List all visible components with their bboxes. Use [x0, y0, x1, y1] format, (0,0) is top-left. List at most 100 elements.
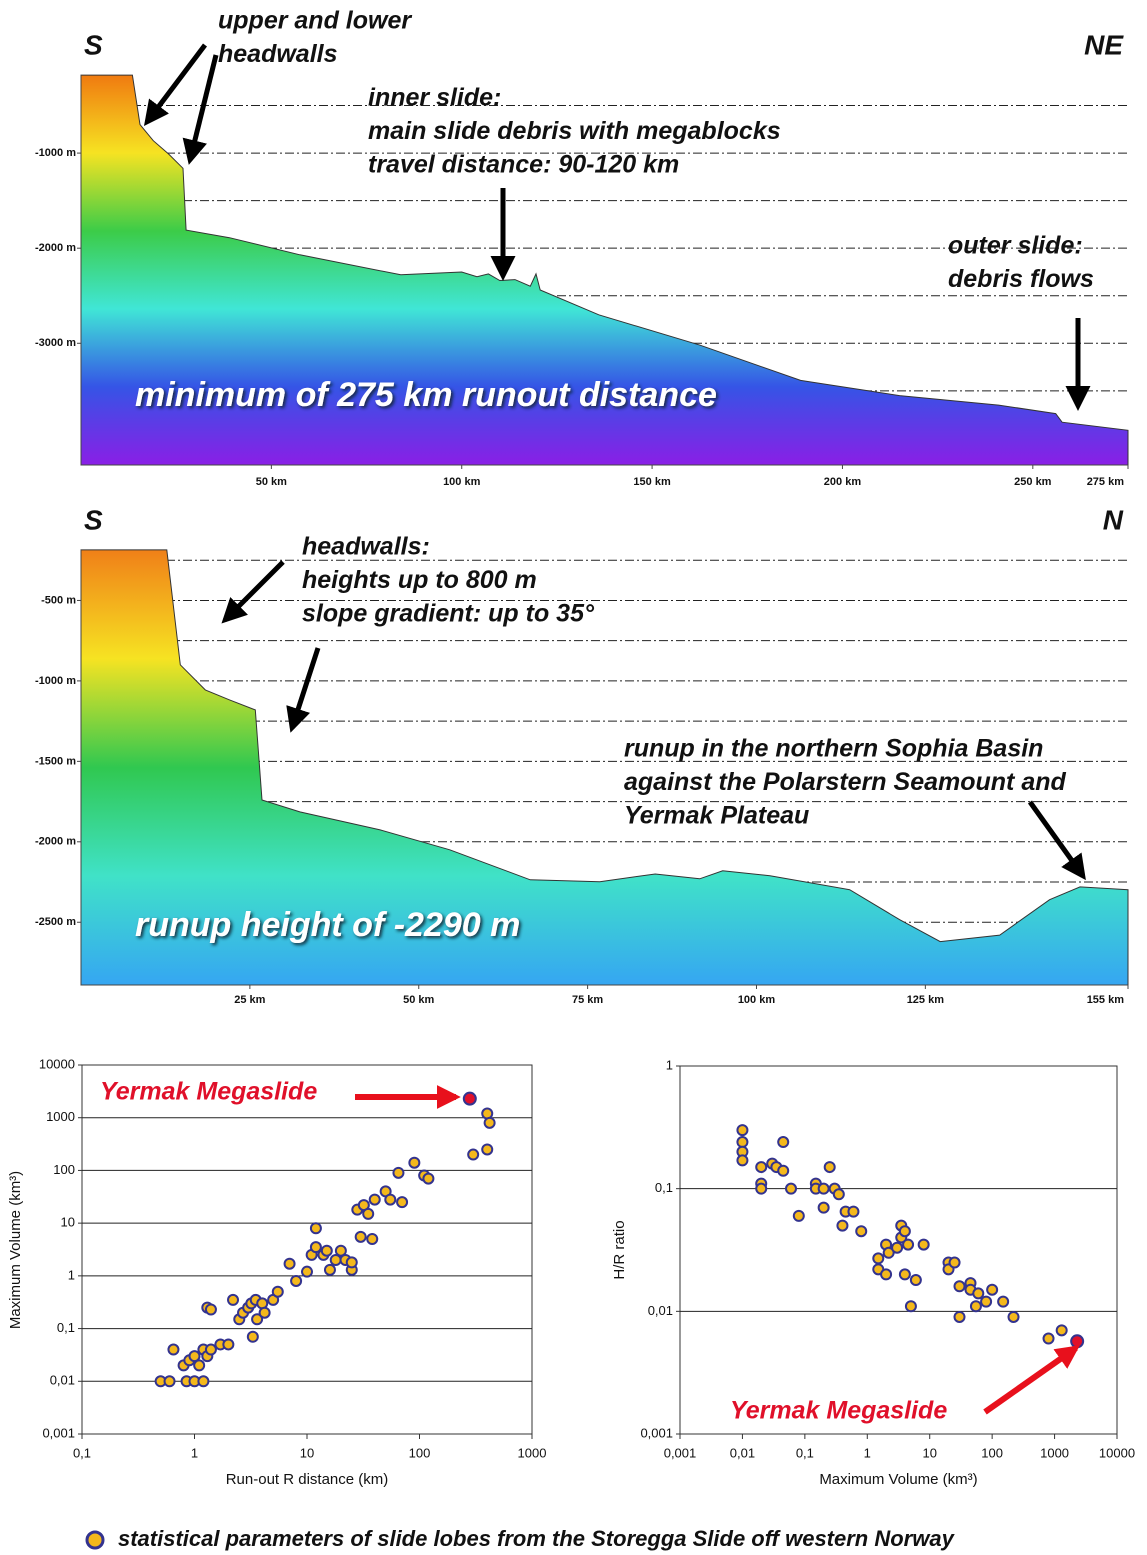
data-point	[898, 1225, 911, 1238]
data-point	[891, 1241, 904, 1254]
x-tick-label: 155 km	[1087, 994, 1125, 1006]
highlight-label: Yermak Megaslide	[100, 1078, 317, 1106]
data-point	[271, 1285, 284, 1298]
x-tick-label: 200 km	[824, 476, 862, 488]
data-point	[227, 1293, 240, 1306]
direction-label: NE	[1084, 29, 1124, 60]
data-point	[736, 1124, 749, 1137]
data-point	[481, 1143, 494, 1156]
data-point	[197, 1375, 210, 1388]
data-point	[1070, 1334, 1085, 1349]
data-point	[193, 1359, 206, 1372]
data-point	[467, 1148, 480, 1161]
x-tick-label: 10	[300, 1445, 314, 1460]
data-point	[948, 1256, 961, 1269]
data-point	[204, 1303, 217, 1316]
y-tick-label: -2000 m	[35, 836, 76, 848]
x-tick-label: 100	[409, 1445, 431, 1460]
x-tick-label: 100	[981, 1445, 1003, 1460]
data-point	[204, 1343, 217, 1356]
x-tick-label: 1000	[1040, 1445, 1069, 1460]
data-point	[855, 1225, 868, 1238]
x-tick-label: 10000	[1099, 1445, 1135, 1460]
annotation: slope gradient: up to 35°	[302, 600, 595, 628]
x-tick-label: 0,001	[664, 1445, 697, 1460]
data-point	[309, 1241, 322, 1254]
annotation: Yermak Plateau	[624, 802, 809, 830]
annotation: inner slide:	[368, 84, 501, 112]
data-point	[1042, 1332, 1055, 1345]
data-point	[483, 1116, 496, 1129]
y-tick-label: 0,001	[42, 1425, 75, 1440]
arrow	[1027, 800, 1086, 881]
data-point	[817, 1201, 830, 1214]
data-point	[792, 1209, 805, 1222]
y-tick-label: 1000	[46, 1109, 75, 1124]
data-point	[817, 1182, 830, 1195]
y-tick-label: 1	[68, 1267, 75, 1282]
x-tick-label: 100 km	[443, 476, 481, 488]
legend-label: statistical parameters of slide lobes fr…	[118, 1526, 956, 1551]
data-point	[163, 1375, 176, 1388]
x-tick-label: 10	[922, 1445, 936, 1460]
data-point	[290, 1274, 303, 1287]
x-tick-label: 0,01	[730, 1445, 755, 1460]
data-point	[847, 1205, 860, 1218]
data-point	[736, 1136, 749, 1149]
data-point	[972, 1287, 985, 1300]
y-tick-label: 10000	[39, 1056, 75, 1071]
data-point	[953, 1310, 966, 1323]
red-arrows	[355, 1085, 1080, 1415]
data-point	[872, 1252, 885, 1265]
legend-marker	[85, 1530, 105, 1550]
annotation: runup in the northern Sophia Basin	[624, 735, 1043, 763]
annotation: minimum of 275 km runout distance	[135, 376, 717, 414]
plot-frame	[81, 1064, 533, 1435]
data-point	[251, 1313, 264, 1326]
data-point	[986, 1283, 999, 1296]
y-tick-label: 0,1	[57, 1320, 75, 1335]
data-point	[902, 1238, 915, 1251]
data-point	[755, 1161, 768, 1174]
y-tick-label: 10	[61, 1215, 75, 1230]
data-point	[1055, 1324, 1068, 1337]
data-point	[882, 1246, 895, 1259]
data-point	[980, 1295, 993, 1308]
data-point	[283, 1257, 296, 1270]
y-tick-label: -2500 m	[35, 916, 76, 928]
arrow	[983, 1345, 1080, 1415]
data-point	[309, 1222, 322, 1235]
x-tick-label: 150 km	[633, 476, 671, 488]
data-point	[366, 1233, 379, 1246]
data-point	[354, 1230, 367, 1243]
data-point	[777, 1136, 790, 1149]
y-tick-label: 0,01	[648, 1303, 673, 1318]
x-tick-label: 1	[864, 1445, 871, 1460]
plots: -1000 m-2000 m-3000 m50 km 100 km 150 km 20…	[7, 7, 1135, 1488]
y-tick-label: 0,001	[640, 1425, 673, 1440]
x-tick-label: 50 km	[403, 994, 434, 1006]
x-tick-label: 75 km	[572, 994, 603, 1006]
data-point	[832, 1188, 845, 1201]
annotation: upper and lower	[218, 7, 412, 35]
x-axis-title: Run-out R distance (km)	[226, 1471, 389, 1488]
y-tick-label: 0,01	[50, 1373, 75, 1388]
data-point	[329, 1253, 342, 1266]
data-point	[917, 1238, 930, 1251]
x-tick-label: 1	[191, 1445, 198, 1460]
y-tick-label: -1000 m	[35, 147, 76, 159]
data-point	[736, 1154, 749, 1167]
annotation: main slide debris with megablocks	[368, 117, 781, 145]
data-point	[836, 1219, 849, 1232]
arrow	[286, 647, 321, 733]
data-point	[368, 1193, 381, 1206]
data-point	[392, 1166, 405, 1179]
y-tick-label: -1500 m	[35, 755, 76, 767]
annotation: travel distance: 90-120 km	[368, 151, 679, 179]
data-point	[323, 1263, 336, 1276]
data-point	[362, 1207, 375, 1220]
annotation: against the Polarstern Seamount and	[624, 768, 1066, 796]
data-point	[320, 1244, 333, 1257]
data-point	[953, 1280, 966, 1293]
